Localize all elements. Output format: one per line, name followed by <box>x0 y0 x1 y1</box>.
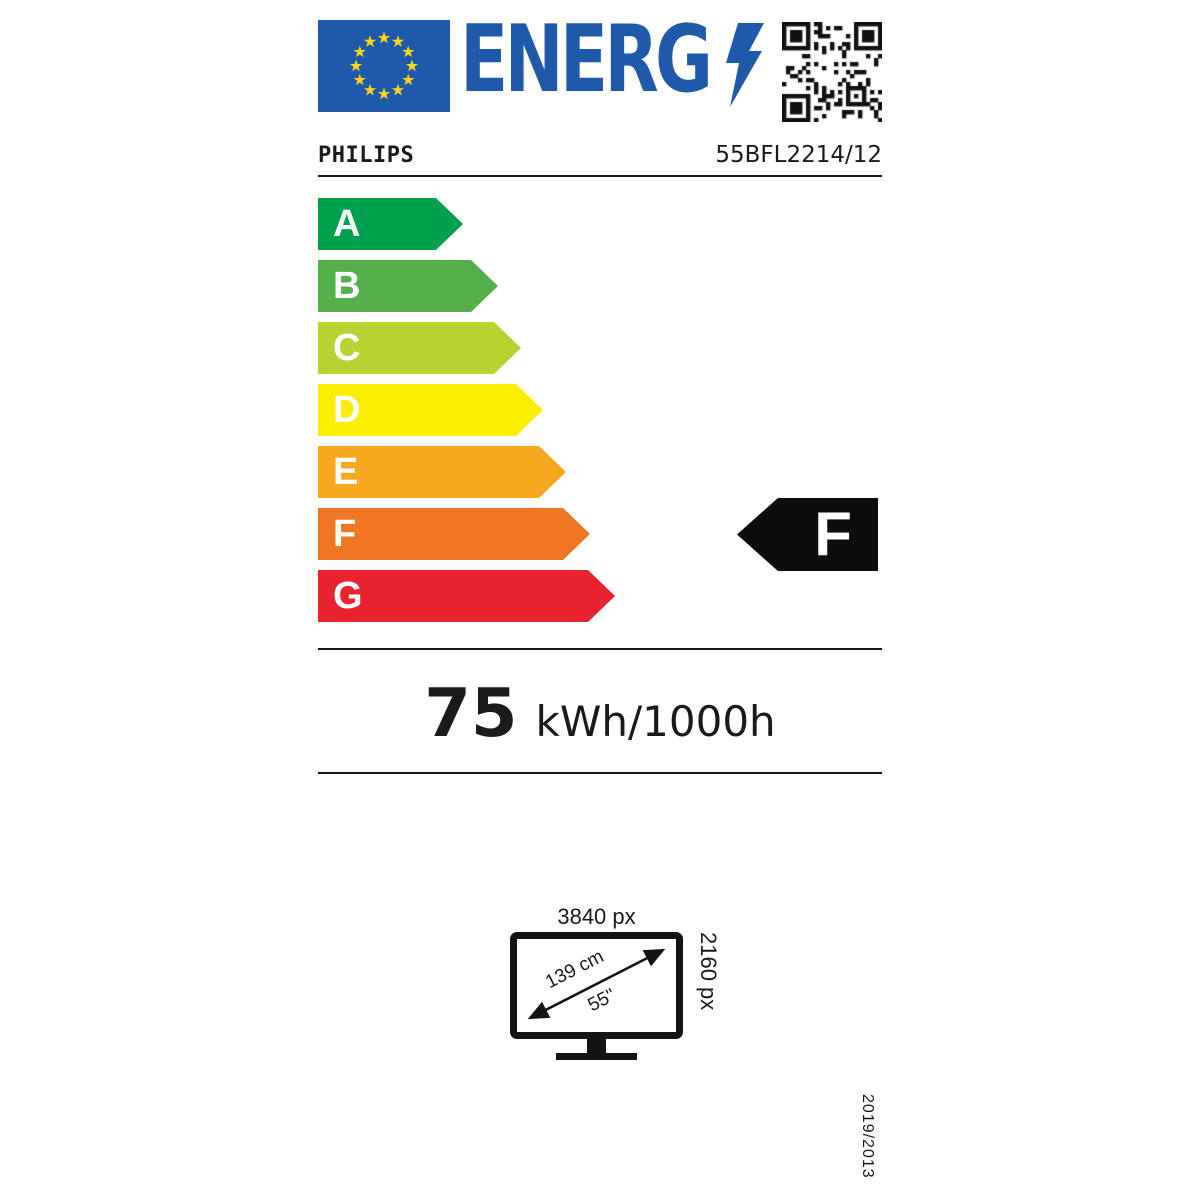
energy-class-letter: F <box>333 513 357 555</box>
energ-wordmark-box: ENERG <box>460 5 728 113</box>
qr-code <box>782 22 882 122</box>
energy-class-indicator: F <box>737 498 878 571</box>
screen-diagram: 3840 px 139 cm 55" 2160 px <box>450 904 750 1076</box>
energy-class-letter: C <box>333 327 361 369</box>
consumption-unit: kWh/1000h <box>535 697 776 746</box>
energy-class-letter: D <box>333 389 361 431</box>
energy-class-arrow-b: B <box>318 260 498 312</box>
regulation-reference: 2019/2013 <box>859 1094 876 1179</box>
energy-class-letter: G <box>333 575 363 617</box>
brand-row: PHILIPS 55BFL2214/12 <box>318 142 882 168</box>
energy-class-arrow-g: G <box>318 570 615 622</box>
lightning-bolt-icon <box>726 23 764 107</box>
energy-class-arrow-a: A <box>318 198 463 250</box>
energy-class-arrow-d: D <box>318 384 543 436</box>
energy-class-arrow-e: E <box>318 446 566 498</box>
scale-divider <box>318 648 882 650</box>
energ-wordmark: ENERG <box>460 5 713 113</box>
horizontal-resolution-label: 3840 px <box>557 904 636 929</box>
consumption-value: 75 <box>424 674 518 752</box>
supplier-name: PHILIPS <box>318 143 415 168</box>
energy-class-arrow-f: F <box>318 508 590 560</box>
header-divider <box>318 175 882 177</box>
diagonal-arrow-icon <box>527 948 666 1020</box>
energy-class-letter: A <box>333 203 361 245</box>
eu-flag-icon <box>318 20 450 112</box>
indicator-class-letter: F <box>814 499 852 569</box>
energy-class-arrow-c: C <box>318 322 521 374</box>
tv-stand-base <box>556 1053 637 1060</box>
energy-class-letter: E <box>333 451 359 493</box>
vertical-resolution-label: 2160 px <box>696 932 721 1011</box>
energy-class-scale: A B C D E F G F <box>318 198 882 622</box>
energy-class-letter: B <box>333 265 361 307</box>
energy-consumption: 75 kWh/1000h <box>318 650 882 772</box>
label-header: ENERG <box>318 10 882 123</box>
tv-stand-neck <box>587 1039 606 1053</box>
model-number: 55BFL2214/12 <box>715 142 882 168</box>
consumption-divider <box>318 772 882 774</box>
label-content: ENERG PHILIPS 55BFL2214/12 A B C D E F G… <box>318 10 882 1076</box>
tv-icon: 139 cm 55" <box>510 932 683 1039</box>
